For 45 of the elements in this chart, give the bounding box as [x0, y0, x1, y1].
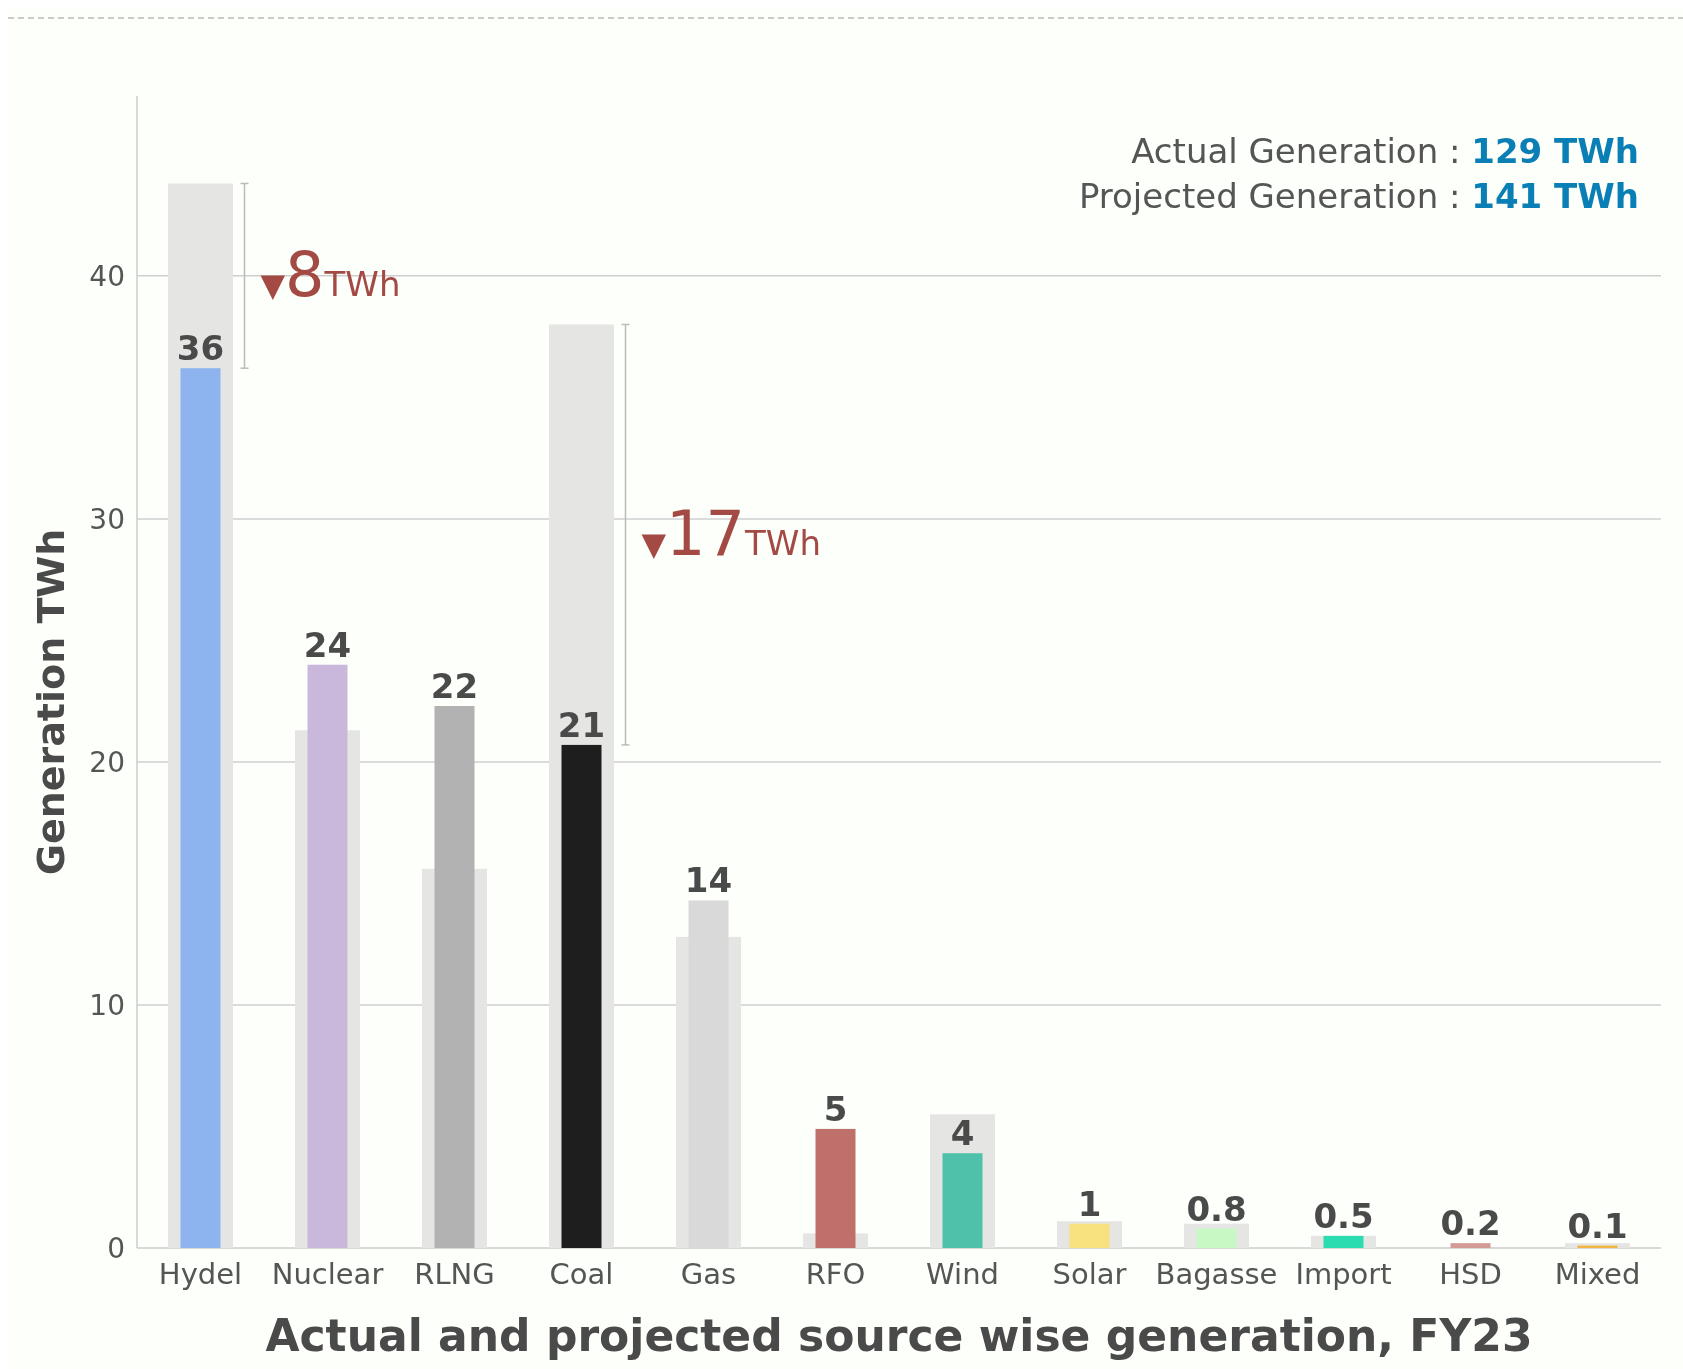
annotation: ▼17TWh: [641, 496, 821, 570]
x-tick-label: Mixed: [1554, 1257, 1641, 1291]
bar: [942, 1153, 983, 1248]
y-tick-label: 40: [89, 259, 125, 293]
data-label: 5: [823, 1088, 848, 1129]
annotation: ▼8TWh: [260, 237, 401, 311]
data-label: 0.8: [1186, 1188, 1247, 1229]
text: Actual and projected source wise generation, FY23: [265, 1310, 1533, 1361]
bar: [307, 664, 348, 1248]
data-label: 4: [950, 1113, 975, 1154]
x-tick-label: Hydel: [158, 1257, 243, 1291]
data-label: 22: [430, 666, 479, 707]
x-tick-label: Gas: [680, 1257, 737, 1291]
x-tick-label: RFO: [805, 1257, 866, 1291]
data-label: 0.1: [1567, 1205, 1628, 1246]
x-tick-label: Wind: [926, 1257, 999, 1291]
y-tick-label: 20: [89, 745, 125, 779]
bar: [1450, 1243, 1491, 1248]
y-tick-label: 0: [107, 1231, 125, 1265]
bar: [1323, 1235, 1364, 1248]
bar: [434, 706, 475, 1248]
annotation: Projected Generation : 141 TWh: [1078, 176, 1639, 216]
y-tick-label: 10: [89, 988, 125, 1022]
y-axis-title: Generation TWh: [29, 528, 73, 876]
bar: [180, 368, 221, 1248]
x-tick-label: RLNG: [414, 1257, 495, 1291]
x-tick-label: Nuclear: [271, 1257, 384, 1291]
x-tick-label: Solar: [1052, 1257, 1127, 1291]
data-label: 14: [684, 860, 733, 901]
bar: [1069, 1223, 1110, 1248]
data-label: 36: [176, 328, 225, 369]
x-tick-label: HSD: [1439, 1257, 1502, 1291]
y-tick-label: 30: [89, 502, 125, 536]
bar: [1196, 1228, 1237, 1248]
data-label: 21: [557, 704, 606, 745]
x-tick-label: Import: [1295, 1257, 1392, 1291]
data-label: 0.5: [1313, 1195, 1374, 1236]
bar: [561, 744, 602, 1248]
annotation: Actual Generation : 129 TWh: [1131, 131, 1639, 171]
data-label: 24: [303, 624, 352, 665]
data-label: 0.2: [1440, 1203, 1501, 1244]
data-label: 1: [1077, 1183, 1102, 1224]
x-tick-label: Bagasse: [1155, 1257, 1278, 1291]
x-tick-label: Coal: [549, 1257, 614, 1291]
bar: [815, 1128, 856, 1248]
